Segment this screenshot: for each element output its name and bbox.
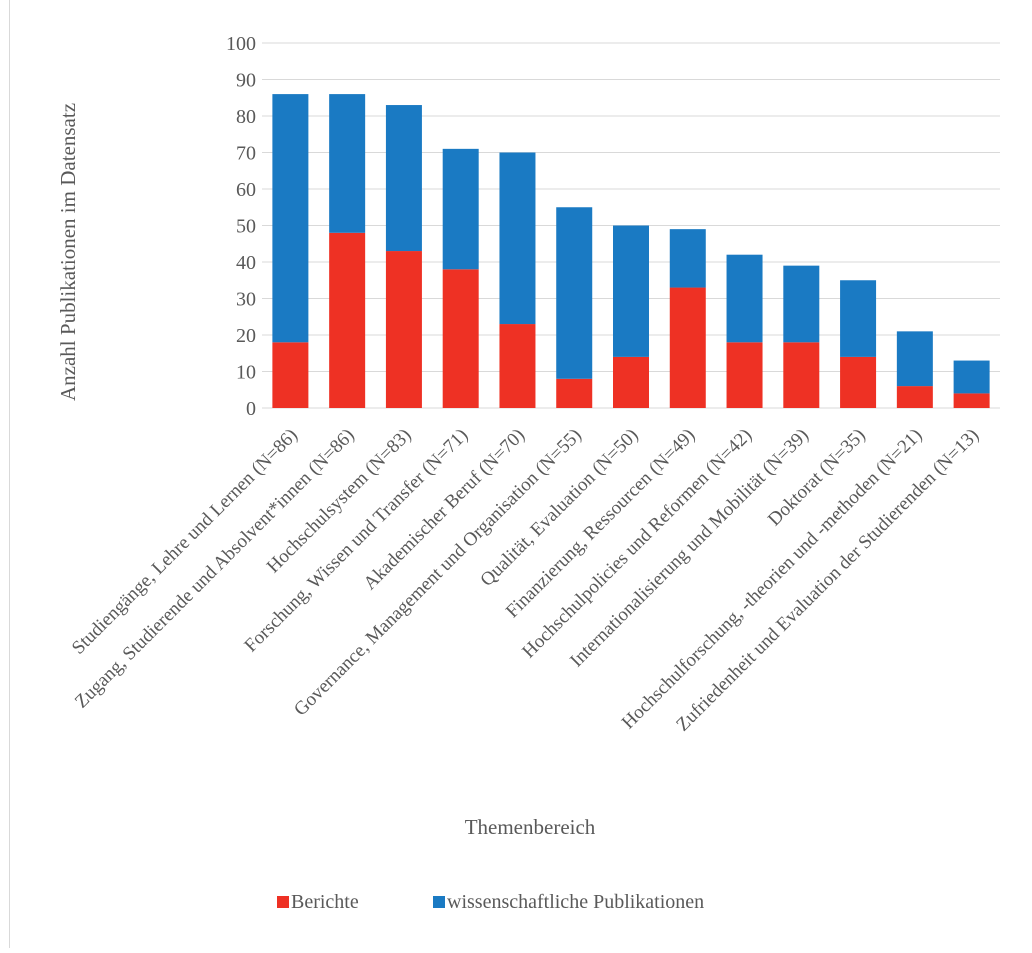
- y-tick-label: 40: [236, 252, 256, 274]
- bar-segment-berichte: [272, 342, 309, 408]
- bar-segment-berichte: [953, 393, 990, 408]
- bar-segment-wissenschaftliche-publikationen: [556, 207, 593, 379]
- bar-segment-berichte: [726, 342, 763, 408]
- bar-segment-wissenschaftliche-publikationen: [783, 265, 820, 343]
- bar-segment-berichte: [896, 386, 933, 408]
- bar-segment-wissenschaftliche-publikationen: [329, 94, 366, 233]
- y-tick-label: 80: [236, 106, 256, 128]
- bar-segment-berichte: [669, 287, 706, 408]
- bar-segment-wissenschaftliche-publikationen: [442, 148, 479, 270]
- x-axis-ticks: Studiengänge, Lehre und Lernen (N=86)Zug…: [68, 425, 983, 736]
- y-tick-label: 100: [226, 33, 256, 55]
- bar-segment-berichte: [783, 342, 820, 408]
- y-axis-title: Anzahl Publikationen im Datensatz: [56, 103, 80, 401]
- x-axis-title: Themenbereich: [465, 815, 596, 839]
- legend-item: Berichte: [277, 891, 359, 913]
- bar-segment-berichte: [556, 378, 593, 408]
- y-tick-label: 60: [236, 179, 256, 201]
- y-tick-label: 50: [236, 216, 256, 238]
- y-tick-label: 10: [236, 362, 256, 384]
- legend-item: wissenschaftliche Publikationen: [433, 891, 704, 913]
- y-tick-label: 90: [236, 70, 256, 92]
- x-tick-label: Doktorat (N=35): [764, 425, 870, 531]
- legend-swatch: [433, 896, 445, 908]
- bar-segment-wissenschaftliche-publikationen: [840, 280, 877, 357]
- y-tick-label: 20: [236, 325, 256, 347]
- bar-segment-wissenschaftliche-publikationen: [499, 152, 536, 325]
- y-axis-ticks: 0 10 20 30 40 50 60 70 80 90 100: [226, 33, 256, 420]
- legend-swatch: [277, 896, 289, 908]
- y-tick-label: 0: [246, 398, 256, 420]
- legend: Berichte wissenschaftliche Publikationen: [277, 891, 704, 913]
- y-tick-label: 30: [236, 289, 256, 311]
- y-tick-label: 70: [236, 143, 256, 165]
- bar-segment-berichte: [329, 232, 366, 408]
- bar-segment-berichte: [442, 269, 479, 408]
- bar-segment-wissenschaftliche-publikationen: [726, 254, 763, 343]
- legend-label: Berichte: [291, 891, 359, 913]
- bar-segment-berichte: [385, 251, 422, 408]
- bar-segment-berichte: [613, 356, 649, 408]
- bar-segment-wissenschaftliche-publikationen: [669, 229, 706, 288]
- legend-label: wissenschaftliche Publikationen: [447, 891, 704, 913]
- bar-segment-wissenschaftliche-publikationen: [953, 360, 990, 394]
- bar-segment-wissenschaftliche-publikationen: [272, 94, 309, 343]
- bar-segment-wissenschaftliche-publikationen: [385, 105, 422, 252]
- bar-segment-wissenschaftliche-publikationen: [896, 331, 933, 387]
- bars: [272, 94, 990, 408]
- bar-segment-wissenschaftliche-publikationen: [613, 225, 649, 357]
- chart-border: [9, 0, 10, 948]
- bar-segment-berichte: [499, 324, 536, 408]
- bar-segment-berichte: [840, 356, 877, 408]
